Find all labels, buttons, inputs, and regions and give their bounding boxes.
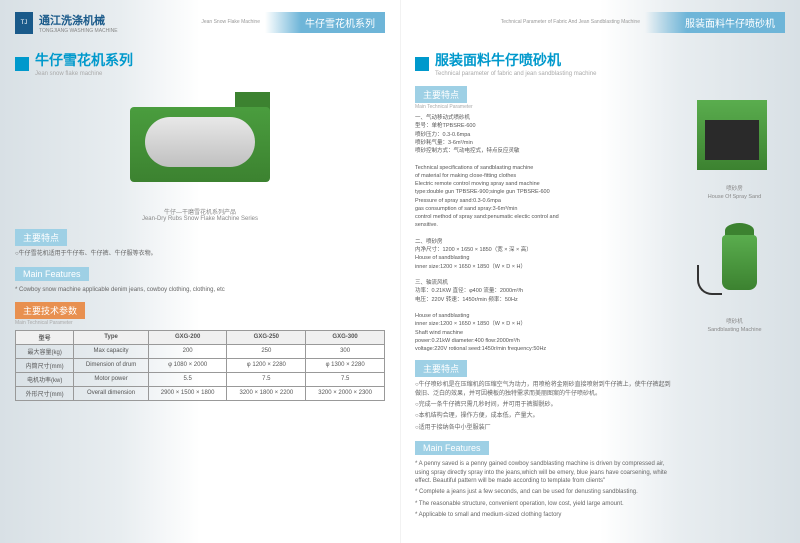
table-row: 最大容量(kg)Max capacity200250300 [16,344,385,358]
title-cn-right: 服装面料牛仔喷砂机 [435,50,596,70]
header-bar-left: Jean Snow Flake Machine 牛仔雪花机系列 [201,12,385,32]
blue-square-icon [415,57,429,71]
left-page: TJ 通江洗涤机械 TONGJIANG WASHING MACHINE Jean… [0,0,400,543]
params-heading: 主要技术参数 Main Technical Parameter [15,301,385,326]
feat2-cn1: ○牛仔喷砂机是在压缩机的压缩空气为动力，用喷枪将金刚砂直接喷射到牛仔裤上，使牛仔… [415,381,675,398]
header-en-right: Technical Parameter of Fabric And Jean S… [501,19,640,25]
brand-cn: 通江洗涤机械 [39,12,118,28]
catalog-spread: TJ 通江洗涤机械 TONGJIANG WASHING MACHINE Jean… [0,0,800,543]
feat2-en2: * Complete a jeans just a few seconds, a… [415,488,675,496]
page-header-right: Technical Parameter of Fabric And Jean S… [415,8,785,38]
features2-heading-en: Main Features [415,438,675,456]
spec-table: 型号 Type GXG-200 GXG-250 GXG-300 最大容量(kg)… [15,330,385,401]
table-row: 电机功率(kw)Motor power5.57.57.5 [16,372,385,386]
sandblast-caption-en: Sandblasting Machine [687,327,782,333]
logo-icon: TJ [15,12,33,34]
table-header-row: 型号 Type GXG-200 GXG-250 GXG-300 [16,330,385,344]
header-cn-right: 服装面料牛仔喷砂机 [645,12,785,33]
sandblast-machine-image [687,215,777,315]
feat2-en1: * A penny saved is a penny gained cowboy… [415,460,675,485]
spray-booth-image [687,95,777,180]
sandblast-caption-cn: 喷砂机 [687,317,782,325]
features-heading-right: 主要特点 Main Technical Parameter [415,85,675,110]
right-page-text-column: 主要特点 Main Technical Parameter 一、气动移动式喷砂机… [415,85,675,520]
features-heading-en-left: Main Features [15,264,385,282]
section-title-right: 服装面料牛仔喷砂机 Technical parameter of fabric … [415,50,785,77]
feat2-cn4: ○适用于接纳各中小型服装厂 [415,424,675,432]
section-title-left: 牛仔雪花机系列 Jean snow flake machine [15,50,385,77]
features2-heading-cn: 主要特点 [415,359,675,377]
features-text-en: * Cowboy snow machine applicable denim j… [15,286,385,294]
machine-caption: 牛仔—干磨雪花机系列产品 Jean-Dry Rubs Snow Flake Ma… [15,207,385,222]
right-images-column: 喷砂房 House Of Spray Sand 喷砂机 Sandblasting… [687,95,782,333]
feat2-en3: * The reasonable structure, convenient o… [415,500,675,508]
header-en-left: Jean Snow Flake Machine [201,19,260,25]
title-en-left: Jean snow flake machine [35,71,133,77]
title-cn-left: 牛仔雪花机系列 [35,50,133,70]
header-cn-left: 牛仔雪花机系列 [265,12,385,33]
brand-block: 通江洗涤机械 TONGJIANG WASHING MACHINE [39,12,118,34]
table-row: 内筒尺寸(mm)Dimension of drumφ 1080 × 2000φ … [16,358,385,372]
booth-caption-en: House Of Spray Sand [687,194,782,200]
table-row: 外形尺寸(mm)Overall dimension2900 × 1500 × 1… [16,386,385,400]
features-heading-left: 主要特点 [15,228,385,246]
header-bar-right: Technical Parameter of Fabric And Jean S… [501,12,785,32]
right-page: Technical Parameter of Fabric And Jean S… [400,0,800,543]
page-header-left: TJ 通江洗涤机械 TONGJIANG WASHING MACHINE Jean… [15,8,385,38]
snow-flake-machine-image [110,87,290,197]
feat2-en4: * Applicable to small and medium-sized c… [415,511,675,519]
spec-block-text: 一、气动移动式喷砂机 型号：单枪TPBSRE-600 喷砂压力：0.3-0.6m… [415,114,675,353]
title-en-right: Technical parameter of fabric and jean s… [435,71,596,77]
features-text-cn: ○牛仔雪花机适用于牛仔布、牛仔裤、牛仔服等衣物。 [15,250,385,258]
feat2-cn3: ○本机结构合理，操作方便，成本低，产量大。 [415,412,675,420]
brand-en: TONGJIANG WASHING MACHINE [39,28,118,34]
blue-square-icon [15,57,29,71]
feat2-cn2: ○完成一条牛仔裤只需几秒时间，并可用于裤脚脱砂。 [415,401,675,409]
booth-caption-cn: 喷砂房 [687,184,782,192]
